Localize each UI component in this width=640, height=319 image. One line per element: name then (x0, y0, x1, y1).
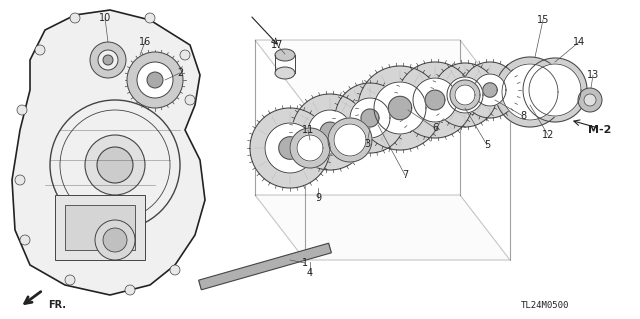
Polygon shape (523, 58, 587, 122)
Polygon shape (328, 118, 372, 162)
Circle shape (147, 72, 163, 88)
Bar (65, 205, 135, 250)
Circle shape (98, 50, 118, 70)
Circle shape (35, 45, 45, 55)
Polygon shape (12, 10, 205, 295)
Text: M-2: M-2 (588, 125, 612, 135)
Polygon shape (255, 40, 510, 105)
Text: 10: 10 (99, 13, 111, 23)
Polygon shape (335, 83, 405, 153)
Polygon shape (474, 74, 506, 106)
Circle shape (97, 147, 133, 183)
Text: 15: 15 (537, 15, 549, 25)
Text: 3: 3 (364, 139, 370, 149)
Polygon shape (290, 128, 330, 168)
Text: 9: 9 (315, 193, 321, 203)
Polygon shape (250, 108, 330, 188)
Circle shape (15, 175, 25, 185)
Polygon shape (447, 77, 483, 113)
Text: 13: 13 (587, 70, 599, 80)
Circle shape (103, 228, 127, 252)
Text: 5: 5 (484, 140, 490, 150)
Text: 7: 7 (402, 170, 408, 180)
Text: FR.: FR. (48, 300, 66, 310)
Ellipse shape (275, 49, 295, 61)
Polygon shape (457, 87, 473, 103)
Text: 8: 8 (520, 111, 526, 121)
Polygon shape (425, 90, 445, 110)
Circle shape (70, 13, 80, 23)
Polygon shape (529, 64, 581, 116)
Polygon shape (361, 109, 379, 127)
Polygon shape (495, 57, 565, 127)
Polygon shape (350, 98, 390, 138)
Polygon shape (265, 123, 315, 173)
Polygon shape (413, 78, 457, 122)
Text: 4: 4 (307, 268, 313, 278)
Circle shape (17, 105, 27, 115)
Circle shape (125, 285, 135, 295)
Circle shape (185, 95, 195, 105)
Polygon shape (483, 83, 497, 97)
Bar (55, 195, 145, 260)
Circle shape (95, 220, 135, 260)
Ellipse shape (275, 67, 295, 79)
Polygon shape (279, 137, 301, 159)
Polygon shape (397, 62, 473, 138)
Circle shape (85, 135, 145, 195)
Polygon shape (374, 82, 426, 134)
Circle shape (145, 13, 155, 23)
Circle shape (180, 50, 190, 60)
Circle shape (65, 275, 75, 285)
Polygon shape (292, 94, 368, 170)
Polygon shape (334, 124, 366, 156)
Polygon shape (455, 85, 475, 105)
Circle shape (90, 42, 126, 78)
Text: 11: 11 (302, 125, 314, 135)
Circle shape (127, 52, 183, 108)
Polygon shape (462, 62, 518, 118)
Polygon shape (450, 80, 480, 110)
Polygon shape (320, 122, 340, 142)
Polygon shape (198, 243, 332, 290)
Circle shape (584, 94, 596, 106)
Polygon shape (255, 195, 510, 260)
Text: 14: 14 (573, 37, 585, 47)
Polygon shape (308, 110, 352, 154)
Circle shape (103, 55, 113, 65)
Polygon shape (388, 96, 412, 120)
Text: 12: 12 (542, 130, 554, 140)
Polygon shape (297, 135, 323, 161)
Polygon shape (433, 63, 497, 127)
Text: 17: 17 (271, 40, 283, 50)
Text: 16: 16 (139, 37, 151, 47)
Text: TL24M0500: TL24M0500 (521, 300, 569, 309)
Polygon shape (502, 64, 558, 120)
Text: 6: 6 (432, 123, 438, 133)
Text: 2: 2 (177, 68, 183, 78)
Circle shape (170, 265, 180, 275)
Text: 1: 1 (302, 258, 308, 268)
Circle shape (578, 88, 602, 112)
Circle shape (20, 235, 30, 245)
Circle shape (137, 62, 173, 98)
Polygon shape (358, 66, 442, 150)
